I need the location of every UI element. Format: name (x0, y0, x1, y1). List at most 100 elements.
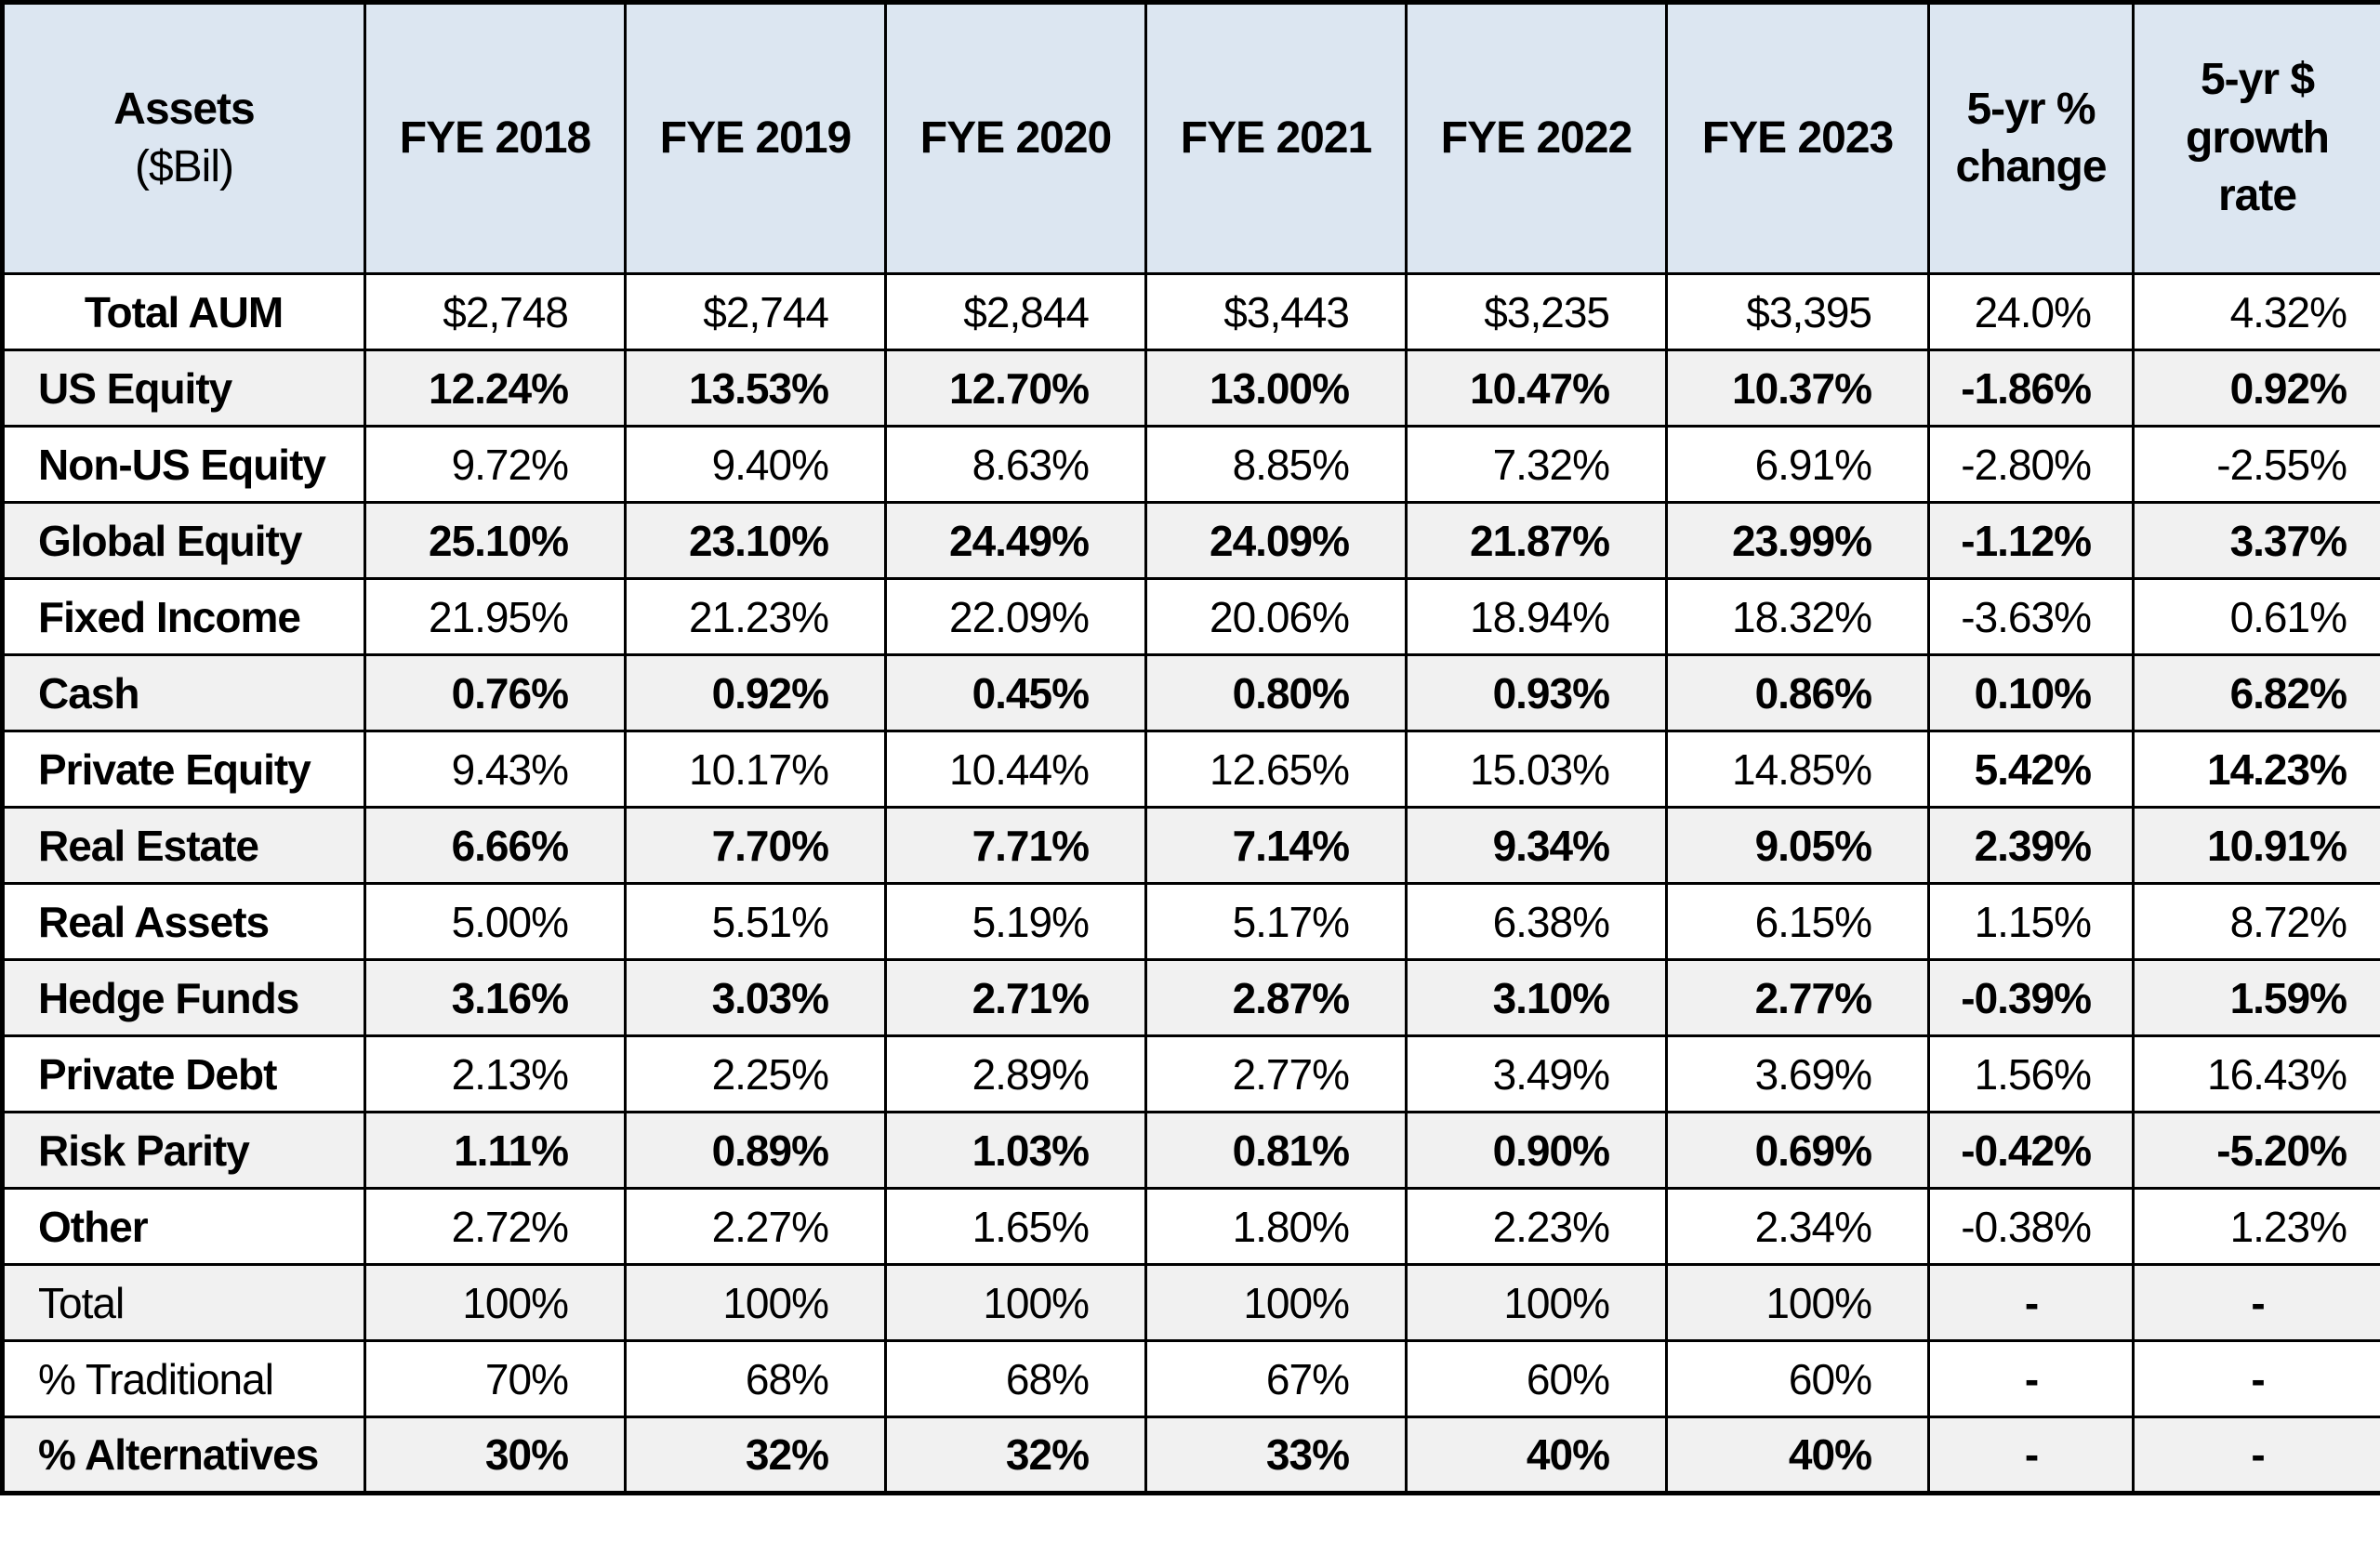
table-row: Fixed Income 21.95% 21.23% 22.09% 20.06% 18.9… (1, 577, 2380, 656)
cell-value: 24.49% (884, 501, 1147, 580)
cell-value: 2.71% (884, 958, 1147, 1037)
cell-value: 32% (624, 1416, 887, 1495)
row-label: Cash (1, 653, 366, 732)
cell-5yr-pct-change: 1.56% (1927, 1034, 2135, 1113)
table-row: Total AUM $2,748 $2,744 $2,844 $3,443 $3,235 $… (1, 272, 2380, 351)
cell-5yr-pct-change: 0.10% (1927, 653, 2135, 732)
cell-value: 6.66% (364, 806, 627, 885)
table-row: % Alternatives 30% 32% 32% 33% 40% 40% - - (1, 1416, 2380, 1495)
cell-value: 2.72% (364, 1187, 627, 1266)
cell-value: 100% (1144, 1263, 1408, 1342)
row-label: Real Assets (1, 882, 366, 961)
cell-value: 100% (1405, 1263, 1668, 1342)
cell-value: 0.80% (1144, 653, 1408, 732)
cell-value: 0.90% (1405, 1111, 1668, 1190)
fye-2021-header: FYE 2021 (1144, 1, 1408, 275)
table-row: Real Estate 6.66% 7.70% 7.71% 7.14% 9.34% 9.05… (1, 806, 2380, 885)
row-label: Hedge Funds (1, 958, 366, 1037)
row-label: Total (1, 1263, 366, 1342)
cell-value: 21.87% (1405, 501, 1668, 580)
cell-value: 2.87% (1144, 958, 1408, 1037)
fye-2019-header: FYE 2019 (624, 1, 887, 275)
cell-5yr-growth-rate: 1.59% (2132, 958, 2380, 1037)
cell-value: 2.23% (1405, 1187, 1668, 1266)
cell-value: 0.69% (1665, 1111, 1930, 1190)
cell-5yr-growth-rate: 8.72% (2132, 882, 2380, 961)
cell-value: 100% (884, 1263, 1147, 1342)
row-label: US Equity (1, 349, 366, 428)
cell-5yr-growth-rate: 0.92% (2132, 349, 2380, 428)
cell-5yr-pct-change: -0.42% (1927, 1111, 2135, 1190)
cell-value: 2.77% (1144, 1034, 1408, 1113)
cell-value: 6.15% (1665, 882, 1930, 961)
cell-value: 8.63% (884, 425, 1147, 504)
cell-value: 60% (1665, 1339, 1930, 1418)
cell-value: 18.94% (1405, 577, 1668, 656)
table-row: % Traditional 70% 68% 68% 67% 60% 60% - - (1, 1339, 2380, 1418)
header-row: Assets ($Bil) FYE 2018 FYE 2019 FYE 2020 … (1, 1, 2380, 275)
row-label: Fixed Income (1, 577, 366, 656)
fye-2022-header: FYE 2022 (1405, 1, 1668, 275)
cell-value: 0.81% (1144, 1111, 1408, 1190)
table-row: Private Debt 2.13% 2.25% 2.89% 2.77% 3.49% 3.6… (1, 1034, 2380, 1113)
row-label: Non-US Equity (1, 425, 366, 504)
cell-value: 10.37% (1665, 349, 1930, 428)
cell-value: $2,744 (624, 272, 887, 351)
table-row: Global Equity 25.10% 23.10% 24.49% 24.09% 21.… (1, 501, 2380, 580)
cell-value: 0.92% (624, 653, 887, 732)
cell-value: 0.93% (1405, 653, 1668, 732)
cell-value: 7.32% (1405, 425, 1668, 504)
cell-5yr-growth-rate: 14.23% (2132, 730, 2380, 809)
cell-value: 9.43% (364, 730, 627, 809)
cell-value: 6.91% (1665, 425, 1930, 504)
cell-value: 7.70% (624, 806, 887, 885)
cell-value: 68% (624, 1339, 887, 1418)
cell-value: 8.85% (1144, 425, 1408, 504)
cell-value: 20.06% (1144, 577, 1408, 656)
cell-value: 1.11% (364, 1111, 627, 1190)
cell-value: 5.19% (884, 882, 1147, 961)
cell-5yr-pct-change: - (1927, 1416, 2135, 1495)
five-yr-growth-rate-header: 5-yr $ growth rate (2132, 1, 2380, 275)
table-row: Non-US Equity 9.72% 9.40% 8.63% 8.85% 7.32% 6.… (1, 425, 2380, 504)
table-row: Private Equity 9.43% 10.17% 10.44% 12.65% 15.… (1, 730, 2380, 809)
cell-5yr-pct-change: -0.39% (1927, 958, 2135, 1037)
cell-5yr-pct-change: -0.38% (1927, 1187, 2135, 1266)
cell-value: 33% (1144, 1416, 1408, 1495)
cell-value: 3.49% (1405, 1034, 1668, 1113)
row-label: Private Equity (1, 730, 366, 809)
cell-value: $3,235 (1405, 272, 1668, 351)
cell-value: 14.85% (1665, 730, 1930, 809)
cell-5yr-growth-rate: 1.23% (2132, 1187, 2380, 1266)
cell-value: 13.53% (624, 349, 887, 428)
cell-value: 40% (1405, 1416, 1668, 1495)
cell-value: 32% (884, 1416, 1147, 1495)
cell-5yr-growth-rate: 16.43% (2132, 1034, 2380, 1113)
cell-value: 0.45% (884, 653, 1147, 732)
cell-value: 22.09% (884, 577, 1147, 656)
cell-value: 1.65% (884, 1187, 1147, 1266)
cell-value: 10.47% (1405, 349, 1668, 428)
cell-value: 5.00% (364, 882, 627, 961)
cell-value: 12.24% (364, 349, 627, 428)
cell-5yr-pct-change: - (1927, 1263, 2135, 1342)
cell-value: 21.23% (624, 577, 887, 656)
cell-value: $2,844 (884, 272, 1147, 351)
cell-value: 1.80% (1144, 1187, 1408, 1266)
cell-5yr-growth-rate: -5.20% (2132, 1111, 2380, 1190)
cell-value: 68% (884, 1339, 1147, 1418)
cell-value: $3,395 (1665, 272, 1930, 351)
cell-5yr-pct-change: 1.15% (1927, 882, 2135, 961)
aum-allocation-table: Assets ($Bil) FYE 2018 FYE 2019 FYE 2020 … (0, 0, 2380, 1495)
row-label: Risk Parity (1, 1111, 366, 1190)
cell-5yr-growth-rate: 6.82% (2132, 653, 2380, 732)
row-label: % Traditional (1, 1339, 366, 1418)
cell-value: $2,748 (364, 272, 627, 351)
cell-value: 3.03% (624, 958, 887, 1037)
cell-value: 100% (364, 1263, 627, 1342)
cell-value: 23.99% (1665, 501, 1930, 580)
cell-5yr-pct-change: -1.86% (1927, 349, 2135, 428)
cell-5yr-pct-change: -1.12% (1927, 501, 2135, 580)
five-yr-pct-change-header: 5-yr % change (1927, 1, 2135, 275)
table-row: Real Assets 5.00% 5.51% 5.19% 5.17% 6.38% 6.15… (1, 882, 2380, 961)
